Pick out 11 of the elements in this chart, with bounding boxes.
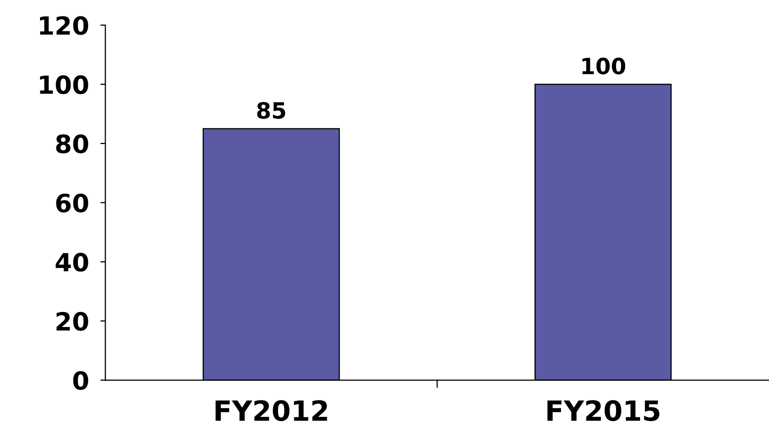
y-tick-label: 80	[56, 134, 88, 154]
y-tick-label: 20	[56, 312, 88, 331]
data-label: 85	[257, 102, 286, 119]
y-tick-label: 60	[56, 194, 88, 212]
y-tick-label: 120	[40, 16, 88, 35]
x-tick-label: FY2015	[547, 400, 660, 422]
y-tick-label: 100	[40, 75, 88, 94]
data-label: 100	[582, 58, 626, 74]
y-tick-label: 0	[73, 371, 88, 390]
x-tick-label: FY2012	[216, 400, 328, 422]
y-tick-label: 40	[56, 252, 88, 272]
